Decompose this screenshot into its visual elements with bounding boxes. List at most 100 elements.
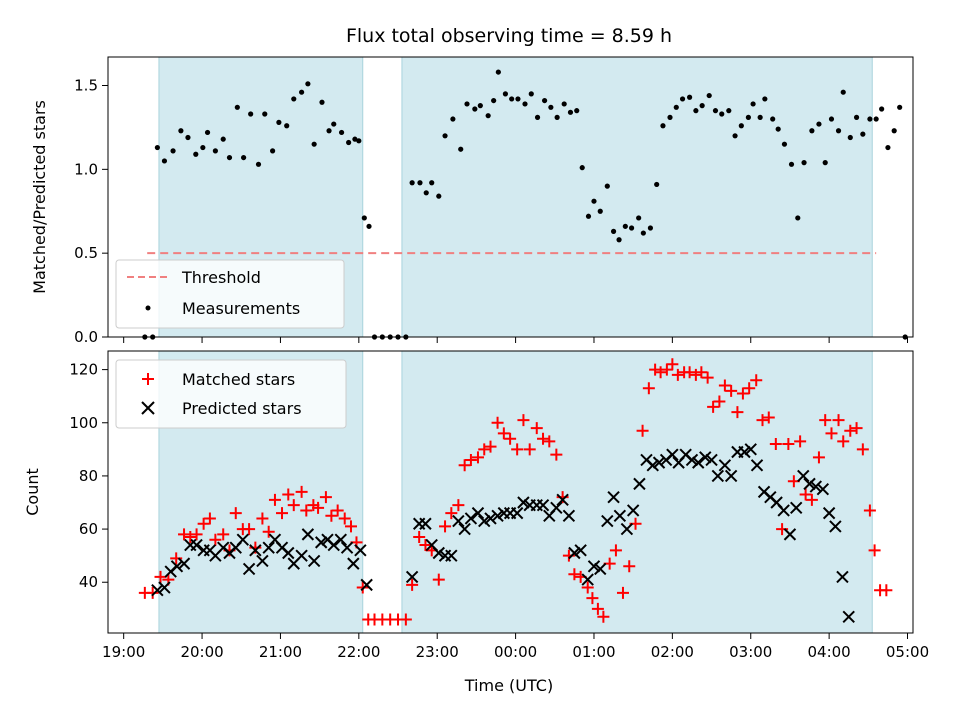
predicted-stars-point-73 bbox=[666, 448, 679, 461]
predicted-stars-point-39 bbox=[445, 549, 458, 562]
matched-stars-point-85 bbox=[689, 368, 702, 381]
measurements-point-5 bbox=[178, 128, 184, 134]
measurements-point-62 bbox=[561, 101, 567, 107]
predicted-stars-point-0 bbox=[151, 584, 164, 597]
matched-stars-point-41 bbox=[413, 531, 426, 544]
measurements-point-81 bbox=[679, 96, 686, 102]
predicted-stars-point-78 bbox=[699, 451, 712, 464]
measurements-point-95 bbox=[770, 116, 776, 122]
y-tick-label-1-1: 60 bbox=[79, 520, 98, 538]
x-tick-label-5: 00:00 bbox=[494, 643, 537, 661]
measurements-point-93 bbox=[757, 114, 763, 120]
measurements-point-96 bbox=[775, 126, 781, 132]
chart-title: Flux total observing time = 8.59 h bbox=[346, 25, 672, 47]
measurements-point-20 bbox=[284, 123, 290, 129]
measurements-point-6 bbox=[185, 134, 191, 141]
predicted-stars-point-71 bbox=[652, 456, 666, 469]
predicted-stars-point-65 bbox=[613, 509, 627, 522]
measurements-point-10 bbox=[212, 148, 218, 154]
predicted-stars-point-27 bbox=[327, 538, 340, 552]
predicted-stars-point-53 bbox=[536, 498, 550, 512]
x-tick-label-2: 21:00 bbox=[259, 643, 302, 661]
matched-stars-point-55 bbox=[504, 432, 517, 445]
matched-stars-point-80 bbox=[660, 363, 673, 376]
measurements-point-64 bbox=[574, 108, 580, 114]
predicted-stars-point-56 bbox=[556, 493, 569, 507]
measurements-point-55 bbox=[515, 96, 521, 102]
matched-stars-point-97 bbox=[762, 411, 775, 424]
matched-stars-point-112 bbox=[856, 443, 869, 456]
measurements-point-28 bbox=[338, 129, 345, 136]
predicted-stars-point-55 bbox=[550, 501, 563, 515]
matched-stars-point-104 bbox=[805, 493, 818, 506]
matched-stars-point-62 bbox=[550, 448, 563, 461]
x-tick-label-7: 02:00 bbox=[651, 643, 694, 661]
matched-stars-point-91 bbox=[725, 384, 738, 397]
matched-stars-point-67 bbox=[581, 581, 594, 594]
matched-stars-point-61 bbox=[543, 435, 556, 448]
y-tick-label-0-2: 1.0 bbox=[74, 160, 98, 178]
matched-stars-point-70 bbox=[597, 610, 610, 623]
predicted-stars-point-17 bbox=[262, 541, 275, 554]
measurements-point-89 bbox=[732, 133, 738, 139]
x-tick-label-9: 04:00 bbox=[808, 643, 851, 661]
x-tick-label-4: 23:00 bbox=[416, 643, 459, 661]
matched-stars-point-102 bbox=[794, 435, 807, 448]
matched-stars-point-105 bbox=[812, 451, 825, 464]
predicted-stars-point-70 bbox=[646, 459, 659, 472]
measurements-point-92 bbox=[750, 101, 756, 107]
measurements-point-43 bbox=[436, 193, 442, 199]
measurements-point-45 bbox=[450, 116, 456, 122]
count-panel: 40 60 80 100 120 19:00 20:00 21:00 22:00 23:00 00… bbox=[23, 350, 929, 661]
matched-stars-point-27 bbox=[319, 491, 332, 504]
measurements-point-79 bbox=[667, 114, 673, 120]
measurements-point-23 bbox=[305, 81, 311, 87]
count-y-axis-label: Count bbox=[23, 468, 42, 516]
measurements-point-40 bbox=[417, 180, 423, 186]
predicted-stars-point-4 bbox=[177, 557, 191, 570]
predicted-stars-point-33 bbox=[405, 570, 419, 584]
measurements-point-76 bbox=[647, 225, 654, 231]
measurements-point-3 bbox=[161, 158, 168, 164]
matched-stars-point-6 bbox=[184, 531, 197, 544]
measurements-point-108 bbox=[853, 114, 860, 120]
matched-stars-point-108 bbox=[832, 414, 845, 427]
matched-stars-point-29 bbox=[331, 504, 344, 517]
matched-stars-point-93 bbox=[736, 387, 749, 400]
measurements-legend-marker bbox=[145, 305, 151, 311]
measurements-point-44 bbox=[442, 133, 448, 139]
measurements-point-32 bbox=[361, 215, 367, 221]
measurements-point-109 bbox=[860, 131, 866, 137]
measurements-point-83 bbox=[693, 108, 699, 114]
matched-stars-point-81 bbox=[666, 358, 679, 371]
y-tick-label-1-2: 80 bbox=[79, 467, 98, 485]
matched-stars-point-94 bbox=[743, 382, 756, 395]
matched-stars-point-26 bbox=[312, 501, 325, 514]
matched-stars-point-5 bbox=[178, 528, 191, 541]
predicted-stars-point-46 bbox=[491, 509, 504, 522]
x-tick-label-0: 19:00 bbox=[102, 643, 145, 661]
predicted-stars-point-98 bbox=[829, 520, 842, 533]
measurements-point-60 bbox=[548, 104, 554, 110]
matched-stars-point-53 bbox=[491, 416, 504, 429]
predicted-stars-point-28 bbox=[334, 533, 348, 546]
measurements-point-105 bbox=[835, 128, 842, 134]
matched-stars-point-48 bbox=[458, 459, 471, 472]
matched-stars-point-58 bbox=[523, 443, 536, 456]
matched-stars-point-18 bbox=[262, 525, 275, 538]
measurements-point-53 bbox=[502, 91, 509, 97]
matched-stars-point-4 bbox=[170, 552, 183, 565]
matched-stars-point-45 bbox=[439, 520, 452, 533]
matched-stars-point-84 bbox=[683, 366, 696, 379]
measurements-point-113 bbox=[885, 144, 891, 151]
predicted-stars-point-60 bbox=[581, 573, 594, 586]
matched-stars-point-95 bbox=[750, 374, 763, 387]
measurements-point-2 bbox=[154, 144, 160, 151]
y-tick-label-1-0: 40 bbox=[79, 573, 98, 591]
x-axis-label: Time (UTC) bbox=[464, 676, 553, 695]
measurements-point-102 bbox=[816, 121, 822, 127]
matched-stars-point-59 bbox=[530, 422, 543, 435]
matched-stars-point-56 bbox=[511, 443, 524, 456]
matched-stars-point-54 bbox=[497, 427, 510, 440]
matched-stars-point-77 bbox=[642, 382, 655, 395]
